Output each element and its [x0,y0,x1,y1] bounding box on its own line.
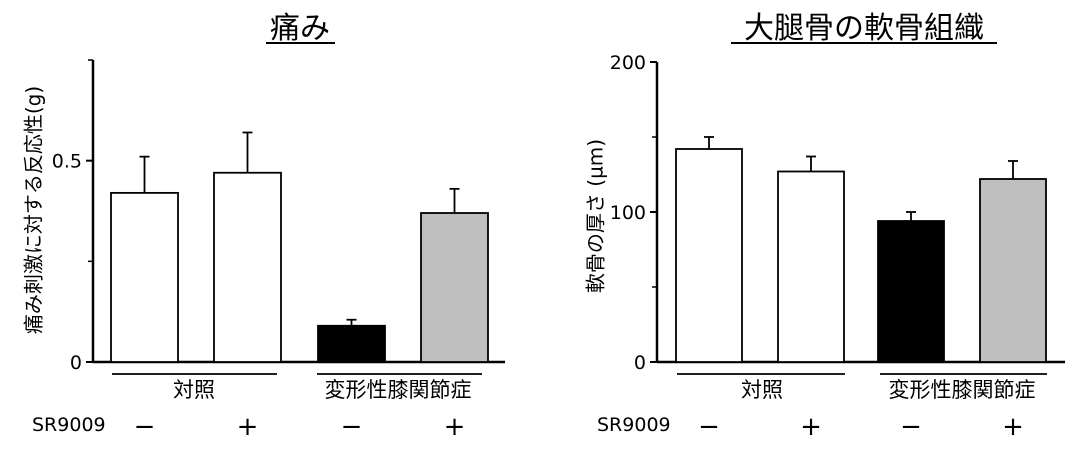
bar [420,212,489,363]
bar [317,324,386,363]
bar [777,170,845,363]
chart-title: 痛み [270,11,330,46]
group-label: 対照 [741,378,783,402]
y-tick-label: 0 [70,352,82,374]
treatment-sign: + [1002,412,1024,442]
treatment-sign: − [341,412,363,442]
bar [213,171,282,363]
treatment-sign: − [900,412,922,442]
y-axis-label: 軟骨の厚さ (µm) [584,139,608,293]
treatment-label: SR9009 [597,414,671,436]
treatment-sign: − [134,412,156,442]
y-tick-label: 0 [634,352,646,374]
group-label: 変形性膝関節症 [325,378,472,402]
y-tick-label: 100 [610,202,646,224]
chart-title: 大腿骨の軟骨組織 [744,11,984,46]
group-label: 対照 [173,378,215,402]
treatment-sign: + [800,412,822,442]
bar [979,178,1047,363]
treatment-sign: − [698,412,720,442]
treatment-sign: + [444,412,466,442]
treatment-label: SR9009 [32,414,106,436]
bar [675,148,743,363]
y-tick-label: 0.5 [52,151,82,173]
treatment-sign: + [237,412,259,442]
bar [110,191,179,363]
bar [877,220,945,363]
group-label: 変形性膝関節症 [889,378,1036,402]
y-tick-label: 200 [610,52,646,74]
y-axis-label: 痛み刺激に対する反応性(g) [22,86,46,334]
